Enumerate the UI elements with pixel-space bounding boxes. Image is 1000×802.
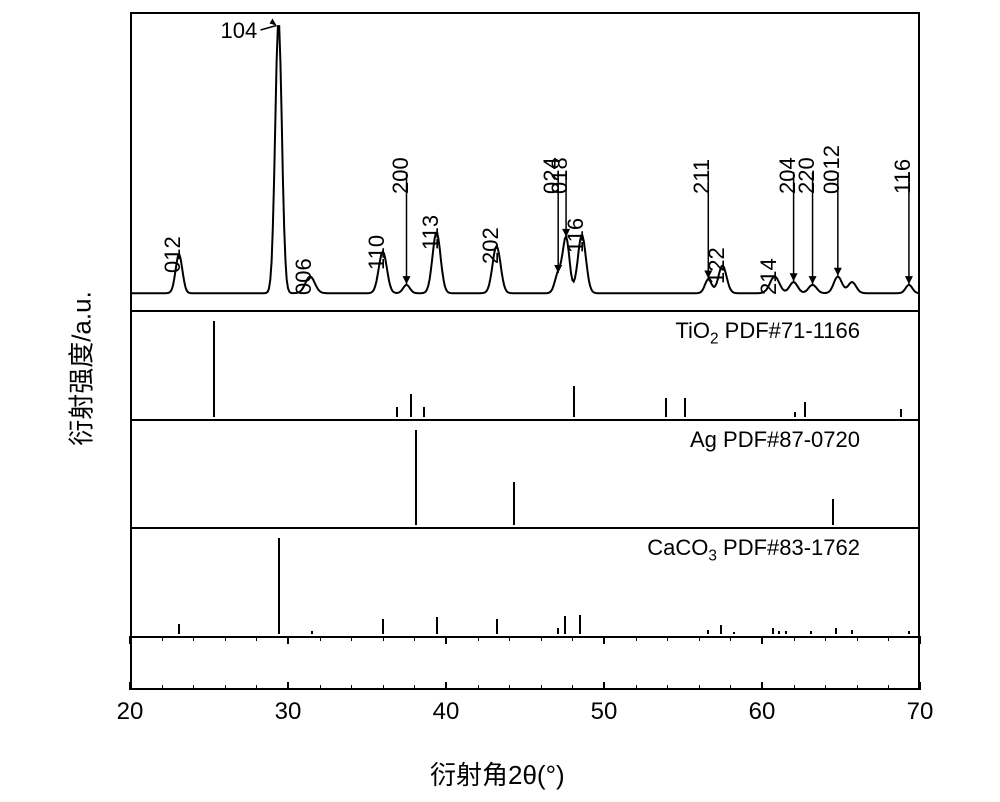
caco3-ref-line	[778, 631, 780, 634]
x-minor-tick	[225, 685, 226, 690]
caco3-ref-line	[772, 628, 774, 634]
tio2-ref-line	[423, 407, 425, 417]
x-minor-tick-inner	[857, 636, 858, 641]
x-minor-tick-inner	[730, 636, 731, 641]
caco3-ref-line	[382, 619, 384, 633]
x-minor-tick	[351, 685, 352, 690]
tio2-ref-line	[900, 409, 902, 417]
tio2-ref-line	[573, 386, 575, 417]
tio2-ref-line	[804, 402, 806, 417]
x-tick-label: 60	[744, 698, 780, 726]
x-tick-label: 20	[112, 698, 148, 726]
x-minor-tick	[383, 685, 384, 690]
caco3-ref-line	[564, 616, 566, 634]
x-minor-tick-inner	[225, 636, 226, 641]
caco3-ref-line	[707, 630, 709, 634]
x-minor-tick	[699, 685, 700, 690]
x-minor-tick	[320, 685, 321, 690]
x-minor-tick-inner	[636, 636, 637, 641]
x-major-tick-inner	[919, 636, 921, 644]
x-minor-tick-inner	[320, 636, 321, 641]
x-major-tick	[445, 682, 447, 690]
caco3-ref-line	[311, 631, 313, 634]
caco3-panel-label: CaCO3 PDF#83-1762	[647, 535, 860, 565]
x-tick-label: 30	[270, 698, 306, 726]
x-minor-tick-inner	[351, 636, 352, 641]
ag-ref-line	[513, 482, 515, 525]
x-major-tick	[761, 682, 763, 690]
x-minor-tick	[162, 685, 163, 690]
x-minor-tick	[509, 685, 510, 690]
x-minor-tick	[541, 685, 542, 690]
ag-ref-line	[415, 430, 417, 525]
x-minor-tick	[193, 685, 194, 690]
x-minor-tick	[730, 685, 731, 690]
x-minor-tick	[414, 685, 415, 690]
x-minor-tick-inner	[794, 636, 795, 641]
x-minor-tick-inner	[162, 636, 163, 641]
caco3-ref-line	[908, 631, 910, 634]
tio2-ref-line	[684, 398, 686, 417]
x-minor-tick	[256, 685, 257, 690]
x-minor-tick	[888, 685, 889, 690]
x-minor-tick-inner	[509, 636, 510, 641]
x-major-tick-inner	[603, 636, 605, 644]
caco3-ref-line	[720, 625, 722, 634]
x-major-tick	[919, 682, 921, 690]
tio2-ref-line	[665, 398, 667, 417]
x-minor-tick-inner	[825, 636, 826, 641]
caco3-ref-line	[785, 631, 787, 634]
x-major-tick-inner	[761, 636, 763, 644]
tio2-panel-label: TiO2 PDF#71-1166	[675, 318, 860, 348]
tio2-ref-line	[794, 412, 796, 417]
x-minor-tick	[478, 685, 479, 690]
caco3-ref-line	[436, 617, 438, 634]
x-minor-tick-inner	[478, 636, 479, 641]
tio2-ref-line	[396, 407, 398, 417]
x-minor-tick	[636, 685, 637, 690]
caco3-ref-line	[835, 628, 837, 634]
x-minor-tick-inner	[888, 636, 889, 641]
caco3-ref-line	[278, 538, 280, 633]
x-minor-tick	[825, 685, 826, 690]
x-major-tick-inner	[445, 636, 447, 644]
tio2-ref-line	[213, 321, 215, 416]
caco3-ref-line	[178, 624, 180, 634]
caco3-ref-line	[579, 615, 581, 634]
x-major-tick	[129, 682, 131, 690]
x-minor-tick	[667, 685, 668, 690]
x-minor-tick-inner	[383, 636, 384, 641]
caco3-ref-line	[851, 630, 853, 634]
ag-ref-line	[832, 499, 834, 526]
caco3-ref-line	[810, 631, 812, 634]
tio2-ref-line	[410, 394, 412, 417]
caco3-ref-line	[557, 628, 559, 634]
x-major-tick	[287, 682, 289, 690]
x-tick-label: 50	[586, 698, 622, 726]
x-minor-tick-inner	[667, 636, 668, 641]
x-major-tick-inner	[129, 636, 131, 644]
ag-panel-label: Ag PDF#87-0720	[690, 427, 860, 453]
x-minor-tick-inner	[699, 636, 700, 641]
x-minor-tick-inner	[541, 636, 542, 641]
x-axis-label: 衍射角2θ(°)	[430, 755, 565, 792]
caco3-ref-line	[733, 632, 735, 634]
x-minor-tick-inner	[572, 636, 573, 641]
x-minor-tick-inner	[193, 636, 194, 641]
caco3-ref-line	[496, 619, 498, 633]
x-minor-tick-inner	[414, 636, 415, 641]
x-minor-tick	[857, 685, 858, 690]
x-tick-label: 70	[902, 698, 938, 726]
x-minor-tick	[794, 685, 795, 690]
xrd-figure: 衍射强度/a.u. 012104006110200113202024018116…	[0, 0, 1000, 802]
x-major-tick	[603, 682, 605, 690]
x-major-tick-inner	[287, 636, 289, 644]
x-minor-tick	[572, 685, 573, 690]
x-minor-tick-inner	[256, 636, 257, 641]
x-tick-label: 40	[428, 698, 464, 726]
